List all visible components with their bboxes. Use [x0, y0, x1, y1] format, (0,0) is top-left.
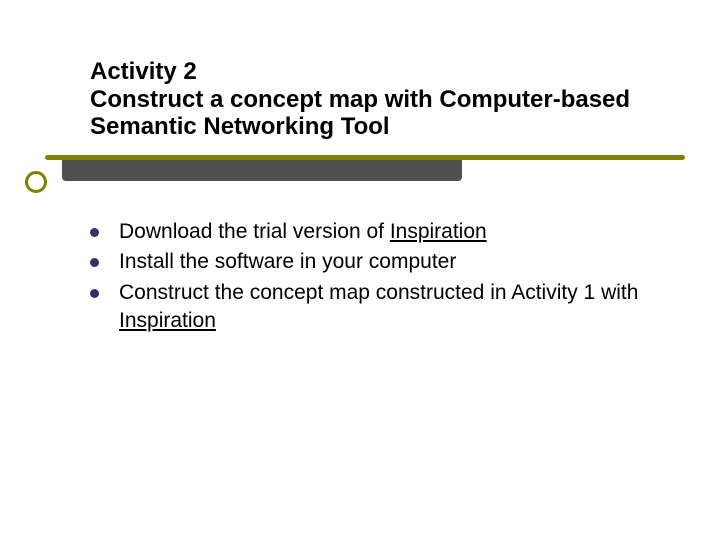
list-item: Construct the concept map constructed in…	[90, 279, 660, 336]
slide: Activity 2 Construct a concept map with …	[0, 0, 720, 540]
bullet-list: Download the trial version of Inspiratio…	[90, 218, 660, 337]
list-item-text: Install the software in your computer	[119, 248, 456, 276]
title-underline	[45, 155, 685, 160]
slide-title: Activity 2 Construct a concept map with …	[90, 58, 650, 141]
title-line-2: Construct a concept map with Computer-ba…	[90, 86, 650, 141]
list-item-text: Download the trial version of Inspiratio…	[119, 218, 487, 246]
list-item: Download the trial version of Inspiratio…	[90, 218, 660, 246]
title-line-1: Activity 2	[90, 58, 650, 86]
list-item-text: Construct the concept map constructed in…	[119, 279, 660, 336]
bullet-icon	[90, 289, 99, 298]
bullet-icon	[90, 258, 99, 267]
list-item: Install the software in your computer	[90, 248, 660, 276]
bullet-icon	[90, 228, 99, 237]
accent-circle-icon	[25, 171, 47, 193]
